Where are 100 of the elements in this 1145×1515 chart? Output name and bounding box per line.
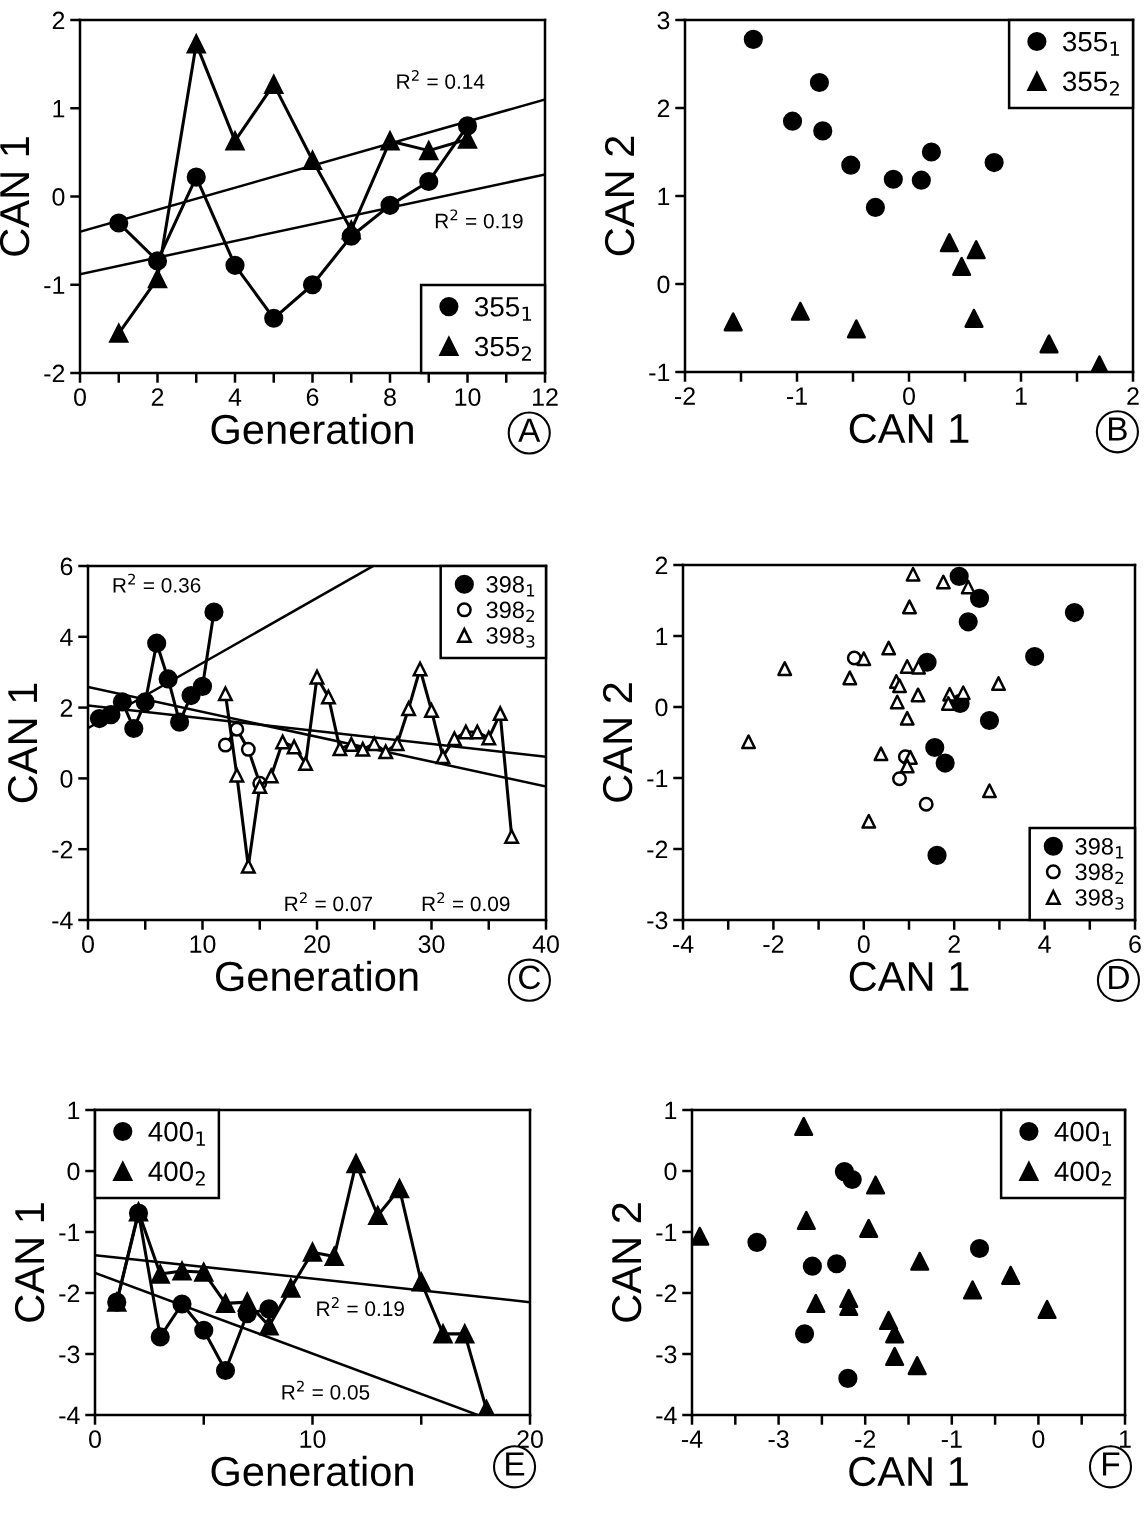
y-axis-title: CAN 1 bbox=[14, 1203, 45, 1322]
y-tick-label: -4 bbox=[59, 1406, 80, 1425]
text: C bbox=[519, 965, 541, 990]
y-tick-label: -1 bbox=[44, 276, 65, 294]
x-tick-label: 2 bbox=[1127, 387, 1139, 405]
x-tick-label: 0 bbox=[857, 935, 870, 953]
x-tick-label: 12 bbox=[533, 388, 558, 406]
x-tick-label: 6 bbox=[306, 388, 319, 406]
x-tick-label: -1 bbox=[787, 387, 807, 405]
y-tick-label: 0 bbox=[67, 1162, 80, 1181]
y-axis-title: CAN 1 bbox=[7, 683, 38, 803]
x-tick-label: -1 bbox=[941, 1430, 962, 1448]
x-tick-label: 10 bbox=[455, 388, 481, 406]
y-tick-label: -2 bbox=[647, 840, 668, 859]
x-tick-label: 1 bbox=[1119, 1430, 1131, 1448]
y-tick-label: 2 bbox=[52, 11, 65, 30]
y-tick-label: -2 bbox=[656, 1284, 677, 1303]
annotation: R$^{2}$ = 0.36 bbox=[113, 573, 201, 593]
y-tick-label: 0 bbox=[664, 1162, 677, 1181]
y-tick-label: -2 bbox=[59, 1284, 80, 1303]
x-axis-title: CAN 1 bbox=[849, 961, 969, 992]
y-axis-title: CAN 1 bbox=[0, 137, 30, 256]
x-axis-title: CAN 1 bbox=[849, 1456, 968, 1487]
legend-label: 400$_{2}$ bbox=[1054, 1161, 1111, 1186]
y-tick-label: -3 bbox=[59, 1345, 80, 1364]
x-tick-label: 4 bbox=[1038, 935, 1051, 953]
y-tick-label: 1 bbox=[656, 627, 668, 646]
y-tick-label: 0 bbox=[655, 698, 668, 717]
y-tick-label: -1 bbox=[59, 1223, 80, 1242]
y-tick-label: 2 bbox=[60, 699, 73, 717]
x-tick-label: 40 bbox=[532, 935, 559, 953]
legend-label: 398$_{1}$ bbox=[486, 576, 535, 597]
x-tick-label: -3 bbox=[768, 1430, 789, 1448]
annotation: R$^{2}$ = 0.05 bbox=[282, 1380, 370, 1400]
y-tick-label: 0 bbox=[657, 275, 670, 294]
legend-label: 398$_{1}$ bbox=[1075, 838, 1124, 859]
legend-label: 400$_{1}$ bbox=[1054, 1121, 1112, 1146]
legend-label: 398$_{3}$ bbox=[486, 627, 535, 648]
x-tick-label: 0 bbox=[903, 387, 915, 405]
legend-label: 355$_{1}$ bbox=[1062, 31, 1120, 56]
legend-label: 355$_{2}$ bbox=[1062, 71, 1119, 96]
y-axis-title: CAN 2 bbox=[602, 683, 633, 802]
y-tick-label: -1 bbox=[656, 1223, 677, 1242]
x-axis-title: CAN 1 bbox=[849, 413, 969, 444]
legend-label: 400$_{2}$ bbox=[148, 1161, 205, 1186]
x-tick-label: -2 bbox=[855, 1430, 876, 1448]
x-tick-label: 0 bbox=[1032, 1430, 1045, 1448]
text: B bbox=[1109, 417, 1127, 441]
y-tick-label: 1 bbox=[53, 100, 65, 118]
y-tick-label: -3 bbox=[647, 911, 668, 930]
y-tick-label: 2 bbox=[655, 556, 668, 575]
x-tick-label: 2 bbox=[948, 935, 960, 953]
annotation: R$^{2}$ = 0.19 bbox=[317, 1297, 404, 1317]
y-tick-label: 1 bbox=[658, 187, 670, 206]
x-tick-label: 8 bbox=[384, 388, 396, 406]
y-tick-label: 1 bbox=[665, 1101, 677, 1120]
text: D bbox=[1109, 966, 1129, 989]
legend-label: 398$_{2}$ bbox=[486, 601, 535, 622]
legend-label: 398$_{3}$ bbox=[1075, 889, 1124, 910]
x-tick-label: 10 bbox=[190, 935, 216, 953]
x-axis-title: Generation bbox=[211, 1455, 413, 1487]
x-tick-label: 6 bbox=[1129, 935, 1141, 953]
x-tick-label: 0 bbox=[82, 935, 94, 953]
y-axis-title: CAN 2 bbox=[604, 136, 635, 256]
y-tick-label: -4 bbox=[656, 1406, 677, 1425]
y-tick-label: -3 bbox=[656, 1345, 677, 1364]
y-tick-label: -2 bbox=[44, 364, 65, 383]
y-tick-label: -1 bbox=[649, 363, 670, 382]
legend-label: 400$_{1}$ bbox=[148, 1121, 205, 1146]
annotation: R$^{2}$ = 0.14 bbox=[397, 69, 485, 89]
legend-label: 355$_{1}$ bbox=[474, 296, 532, 321]
x-tick-label: 2 bbox=[151, 388, 164, 406]
x-tick-label: -2 bbox=[763, 935, 784, 953]
x-tick-label: -2 bbox=[675, 387, 695, 405]
x-tick-label: 1 bbox=[1015, 387, 1027, 405]
annotation: R$^{2}$ = 0.09 bbox=[422, 892, 510, 912]
y-tick-label: 6 bbox=[60, 557, 73, 576]
y-tick-label: -1 bbox=[647, 769, 668, 788]
y-tick-label: 0 bbox=[60, 770, 73, 788]
y-tick-label: 3 bbox=[657, 11, 670, 30]
x-axis-title: Generation bbox=[211, 413, 413, 445]
x-axis-title: Generation bbox=[216, 960, 418, 992]
y-tick-label: 1 bbox=[68, 1101, 80, 1120]
text: E bbox=[506, 1452, 525, 1476]
y-axis-title: CAN 2 bbox=[611, 1203, 642, 1322]
legend-label: 355$_{2}$ bbox=[474, 336, 531, 361]
y-tick-label: 0 bbox=[52, 188, 65, 206]
text: F bbox=[1103, 1452, 1120, 1476]
annotation: R$^{2}$ = 0.07 bbox=[285, 892, 372, 912]
x-tick-label: 20 bbox=[304, 935, 330, 953]
x-tick-label: -4 bbox=[682, 1430, 703, 1448]
y-tick-label: 2 bbox=[657, 99, 670, 118]
y-tick-label: -4 bbox=[52, 911, 73, 930]
y-tick-label: 4 bbox=[60, 628, 73, 646]
x-tick-label: 4 bbox=[228, 388, 242, 406]
annotation: R$^{2}$ = 0.19 bbox=[435, 209, 523, 229]
x-tick-label: 10 bbox=[300, 1430, 326, 1448]
x-tick-label: 0 bbox=[89, 1430, 101, 1448]
y-tick-label: -2 bbox=[52, 840, 73, 859]
legend-label: 398$_{2}$ bbox=[1075, 863, 1124, 884]
